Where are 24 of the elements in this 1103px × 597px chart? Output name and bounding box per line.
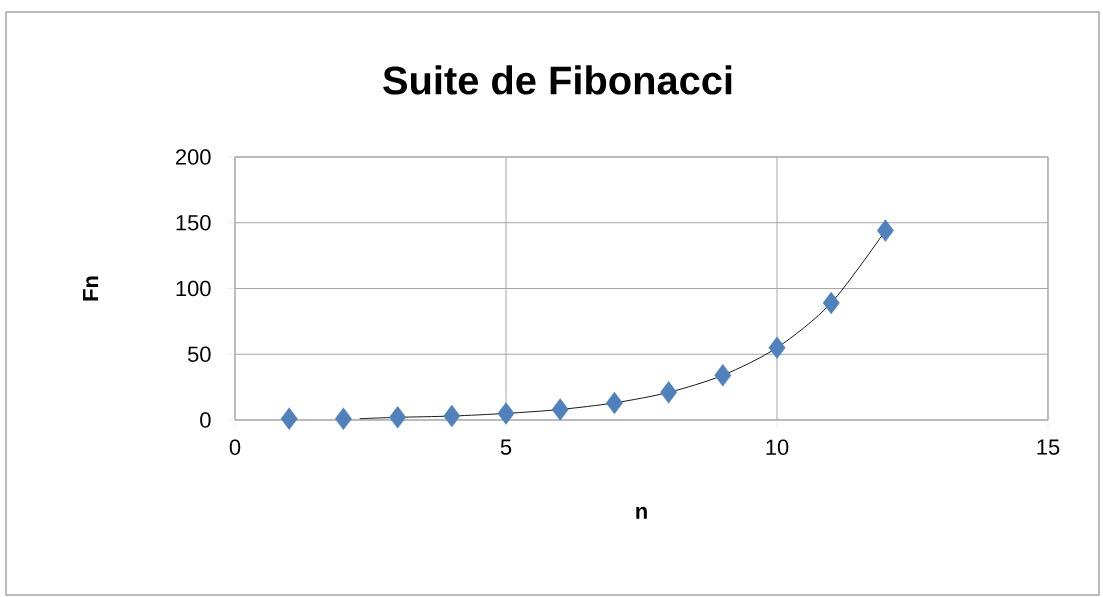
point	[822, 291, 840, 315]
y-tick-label: 100	[176, 280, 211, 297]
x-axis-title: n	[636, 506, 647, 519]
x-tick-label: 10	[766, 439, 789, 456]
point	[768, 336, 786, 359]
y-tick-label: 50	[187, 346, 211, 362]
y-tick-label: 150	[176, 214, 211, 231]
x-tick-label: 15	[1037, 439, 1060, 455]
point	[605, 391, 623, 415]
y-tick-label: 200	[176, 149, 211, 165]
y-tick-label: 0	[200, 412, 211, 428]
chart-title: Suite de Fibonacci	[383, 65, 732, 95]
point	[334, 407, 352, 430]
x-tick-label: 0	[229, 439, 241, 456]
point	[443, 404, 461, 428]
point	[876, 219, 894, 242]
point	[551, 398, 569, 421]
x-tick-label: 5	[500, 439, 512, 455]
point	[389, 406, 407, 429]
point	[280, 407, 298, 430]
y-axis-title: Fn	[83, 276, 99, 301]
point	[497, 402, 515, 425]
point	[714, 364, 732, 387]
point	[660, 381, 678, 404]
